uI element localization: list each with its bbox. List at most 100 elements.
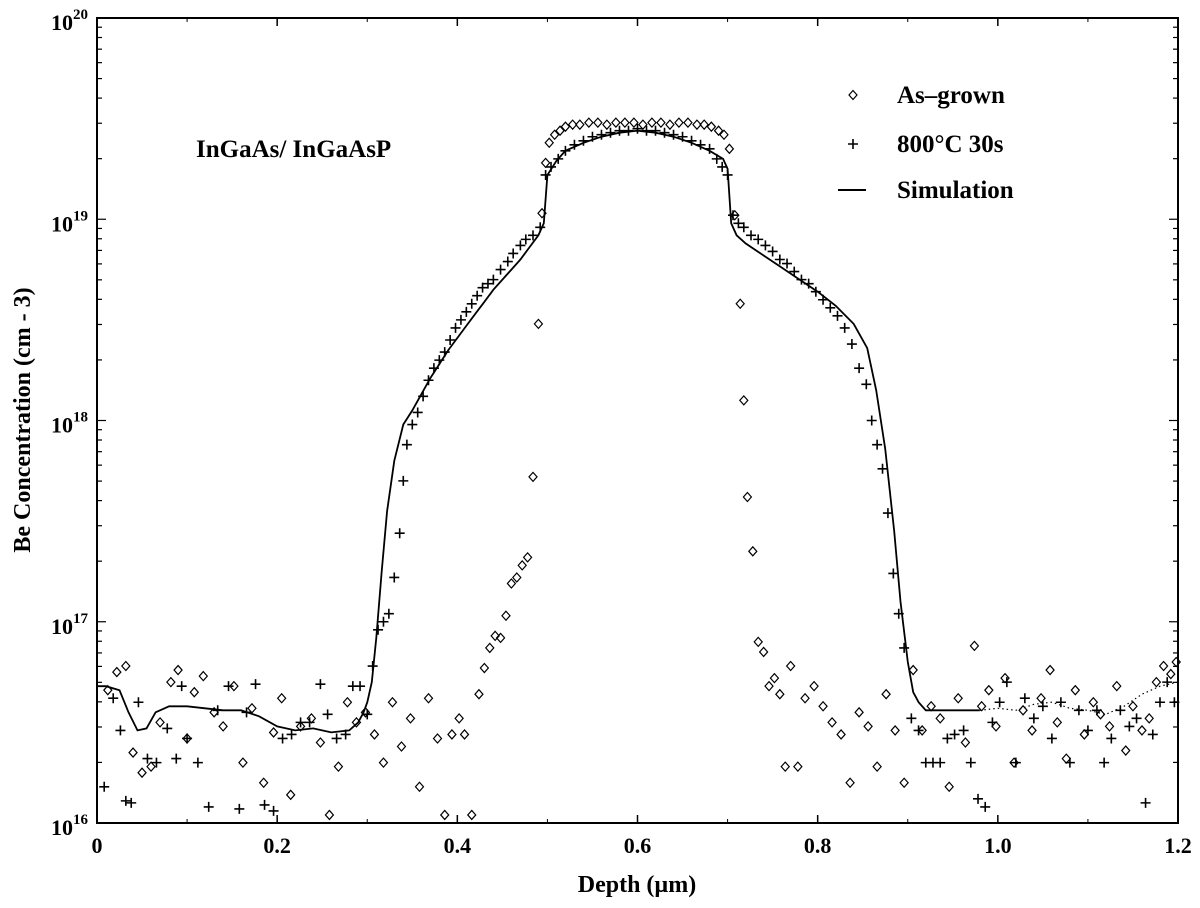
legend-plus-icon [848,139,858,149]
annealed-point [120,795,131,806]
as-grown-point [1151,676,1162,688]
annealed-point [1028,713,1039,724]
annealed-point [455,314,466,325]
annealed-point [888,568,899,579]
as-grown-point [638,119,648,131]
as-grown-point [872,761,882,773]
as-grown-point [285,789,296,801]
as-grown-point [490,630,500,642]
as-grown-point [738,394,749,406]
as-grown-point [1018,704,1028,716]
annealed-point [520,234,531,245]
y-tick-label: 1020 [51,7,88,35]
as-grown-point [506,578,517,589]
annealed-point [825,302,836,313]
annealed-point [482,278,493,289]
annealed-point [362,709,373,720]
legend: As–grown 800°C 30s Simulation [838,82,1014,204]
as-grown-point [459,729,470,740]
annealed-point [789,266,800,277]
annealed-point [389,572,400,583]
as-grown-point [247,702,257,714]
as-grown-point [1079,729,1090,740]
annealed-point [315,679,326,690]
annealed-point [1091,705,1102,716]
annealed-point [733,218,744,229]
annealed-point [782,258,793,269]
annealed-point [1106,733,1117,744]
y-tick-label: 1018 [51,410,88,438]
as-grown-point [881,688,891,700]
legend-label: 800°C 30s [897,131,1004,158]
annealed-point [846,339,857,350]
series-line [97,129,980,734]
annealed-point [528,230,539,241]
as-grown-point [295,720,306,732]
as-grown-point [396,741,407,752]
as-grown-point [276,692,287,704]
as-grown-point [484,642,495,654]
as-grown-point [953,692,963,704]
annealed-point [614,125,625,136]
as-grown-point [785,660,796,672]
as-grown-point [647,117,657,129]
annealed-point [958,725,969,736]
annealed-point [753,234,764,245]
legend-label: Simulation [897,177,1014,204]
annealed-point [203,801,214,812]
as-grown-point [342,696,353,708]
as-grown-point [854,706,864,718]
as-grown-point [137,767,147,779]
annealed-point [1064,757,1075,768]
as-grown-point [729,209,740,221]
annealed-point [477,282,488,293]
as-grown-point [1158,660,1169,672]
as-grown-point [719,129,729,141]
annealed-point [668,129,679,140]
as-grown-point [432,733,443,744]
as-grown-point [793,761,803,773]
annealed-point [767,246,778,257]
annealed-point [234,803,245,814]
as-grown-point [706,121,717,133]
annealed-point [632,123,643,134]
as-grown-point [146,761,156,773]
annealed-point [1082,725,1093,736]
as-grown-point [387,696,398,708]
annealed-point [502,256,513,267]
as-grown-point [960,737,971,748]
as-grown-point [699,119,709,131]
annealed-point [987,717,998,728]
annealed-point [495,264,506,275]
x-tick-label: 0.2 [263,833,291,858]
x-tick-label: 1.0 [984,833,1012,858]
annealed-point [717,161,728,172]
annealed-point [727,210,738,221]
x-tick-label: 0.4 [444,833,472,858]
annealed-point [659,127,670,138]
annealed-point [746,230,757,241]
annealed-point [412,407,423,418]
annealed-point [126,797,137,808]
annealed-point [398,475,409,486]
as-grown-point [836,729,846,740]
as-grown-point [173,664,183,676]
annealed-point [461,306,472,317]
annealed-point [596,129,607,140]
as-grown-point [692,119,702,131]
as-grown-point [969,640,980,652]
annealed-point [1169,697,1180,708]
annealed-point [268,805,279,816]
annealed-point [650,125,661,136]
annealed-point [192,757,203,768]
annealed-point [1115,705,1126,716]
annealed-point [295,717,306,728]
annealed-point [223,681,234,692]
as-grown-point [522,551,533,563]
as-grown-point [845,777,855,789]
annealed-point [259,799,270,810]
as-grown-point [1000,672,1010,684]
annealed-point [162,723,173,734]
annealed-point [488,274,499,285]
annealed-point [899,642,910,653]
